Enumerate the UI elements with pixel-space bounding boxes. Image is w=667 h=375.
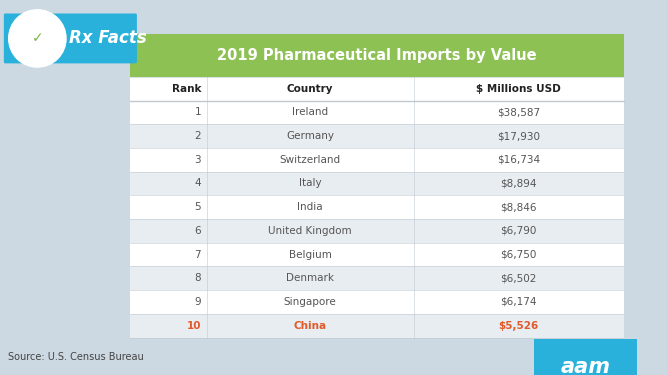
Text: $8,846: $8,846: [500, 202, 537, 212]
Text: Ireland: Ireland: [292, 107, 328, 117]
Text: $38,587: $38,587: [497, 107, 540, 117]
FancyBboxPatch shape: [130, 266, 624, 290]
Text: Denmark: Denmark: [286, 273, 334, 283]
Text: 9: 9: [195, 297, 201, 307]
Text: United Kingdom: United Kingdom: [268, 226, 352, 236]
FancyBboxPatch shape: [534, 339, 637, 375]
FancyBboxPatch shape: [130, 290, 624, 314]
Text: ✓: ✓: [31, 32, 43, 45]
FancyBboxPatch shape: [130, 124, 624, 148]
Text: Singapore: Singapore: [284, 297, 337, 307]
Text: Italy: Italy: [299, 178, 321, 189]
Text: 1: 1: [195, 107, 201, 117]
Text: China: China: [293, 321, 327, 331]
Text: Source: U.S. Census Bureau: Source: U.S. Census Bureau: [8, 352, 144, 362]
Text: $6,750: $6,750: [500, 250, 537, 259]
Text: Rx Facts: Rx Facts: [69, 30, 147, 48]
Text: 7: 7: [195, 250, 201, 259]
Text: 8: 8: [195, 273, 201, 283]
FancyBboxPatch shape: [130, 148, 624, 172]
Text: Country: Country: [287, 84, 334, 94]
Text: Rank: Rank: [171, 84, 201, 94]
Text: $6,790: $6,790: [500, 226, 537, 236]
FancyBboxPatch shape: [130, 314, 624, 338]
FancyBboxPatch shape: [130, 219, 624, 243]
FancyBboxPatch shape: [130, 172, 624, 195]
FancyBboxPatch shape: [130, 34, 624, 77]
FancyBboxPatch shape: [130, 77, 624, 338]
FancyBboxPatch shape: [4, 13, 137, 63]
Text: 2019 Pharmaceutical Imports by Value: 2019 Pharmaceutical Imports by Value: [217, 48, 537, 63]
Text: $ Millions USD: $ Millions USD: [476, 84, 561, 94]
FancyBboxPatch shape: [130, 100, 624, 124]
Text: 2: 2: [195, 131, 201, 141]
FancyBboxPatch shape: [130, 243, 624, 266]
FancyBboxPatch shape: [130, 195, 624, 219]
Text: India: India: [297, 202, 323, 212]
Text: 4: 4: [195, 178, 201, 189]
Text: aam: aam: [560, 357, 610, 375]
FancyBboxPatch shape: [130, 77, 624, 101]
Text: Switzerland: Switzerland: [279, 155, 341, 165]
Text: $6,174: $6,174: [500, 297, 537, 307]
Text: Germany: Germany: [286, 131, 334, 141]
Text: 5: 5: [195, 202, 201, 212]
Text: 3: 3: [195, 155, 201, 165]
Text: 10: 10: [187, 321, 201, 331]
Text: $16,734: $16,734: [497, 155, 540, 165]
Text: $6,502: $6,502: [500, 273, 537, 283]
Text: $5,526: $5,526: [499, 321, 539, 331]
Text: $8,894: $8,894: [500, 178, 537, 189]
Text: Belgium: Belgium: [289, 250, 331, 259]
Text: 6: 6: [195, 226, 201, 236]
Circle shape: [9, 10, 66, 67]
Text: $17,930: $17,930: [498, 131, 540, 141]
